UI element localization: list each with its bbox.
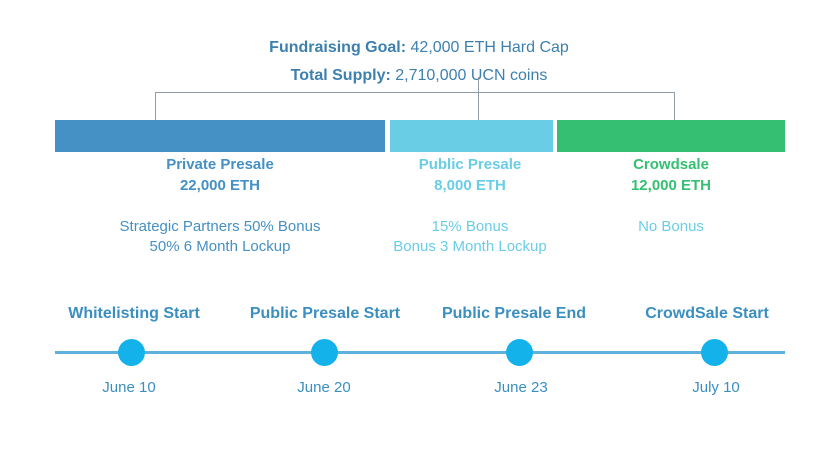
- milestone-dot: [700, 339, 728, 366]
- public-presale-name: Public Presale: [418, 156, 522, 173]
- total-supply-value: 2,710,000 UCN coins: [395, 67, 548, 84]
- milestone-title-public-presale-start: Public Presale Start: [249, 305, 401, 322]
- milestone-title-crowdsale-start: CrowdSale Start: [645, 305, 769, 322]
- public-presale-note: 15% Bonus: [431, 218, 509, 235]
- private-presale-amount: 22,000 ETH: [179, 177, 261, 194]
- private-presale-column: Private Presale 22,000 ETH Strategic Par…: [55, 155, 385, 257]
- fundraising-goal-label: Fundraising Goal:: [269, 39, 407, 56]
- private-presale-note: 50% 6 Month Lockup: [149, 238, 291, 255]
- private-presale-note: Strategic Partners 50% Bonus: [119, 218, 321, 235]
- crowdsale-amount: 12,000 ETH: [630, 177, 712, 194]
- crowdsale-name: Crowdsale: [633, 156, 709, 173]
- crowdsale-bar: [557, 120, 785, 152]
- bracket-center-drop: [478, 77, 479, 121]
- bracket-top-line: [155, 92, 675, 93]
- milestone-dot: [117, 339, 145, 366]
- milestone-title-public-presale-end: Public Presale End: [441, 305, 587, 322]
- timeline-line: [55, 351, 785, 354]
- fundraising-goal-value: 42,000 ETH Hard Cap: [410, 39, 569, 56]
- total-supply-label: Total Supply:: [290, 67, 391, 84]
- fundraising-goal: Fundraising Goal: 42,000 ETH Hard Cap: [0, 38, 838, 58]
- bracket-left-drop: [155, 92, 156, 121]
- milestone-date: June 20: [297, 379, 351, 396]
- milestone-date: June 10: [102, 379, 156, 396]
- bracket-right-drop: [674, 92, 675, 121]
- public-presale-note: Bonus 3 Month Lockup: [393, 238, 547, 255]
- private-presale-name: Private Presale: [166, 156, 274, 173]
- public-presale-column: Public Presale 8,000 ETH 15% Bonus Bonus…: [385, 155, 555, 257]
- milestone-dot: [310, 339, 338, 366]
- milestone-date: July 10: [692, 379, 740, 396]
- milestone-title-whitelisting-start: Whitelisting Start: [68, 305, 200, 322]
- milestone-date: June 23: [494, 379, 548, 396]
- public-presale-bar: [390, 120, 553, 152]
- crowdsale-column: Crowdsale 12,000 ETH No Bonus: [557, 155, 785, 237]
- milestone-dot: [505, 339, 533, 366]
- total-supply: Total Supply: 2,710,000 UCN coins: [0, 66, 838, 86]
- crowdsale-note: No Bonus: [638, 218, 704, 235]
- public-presale-amount: 8,000 ETH: [434, 177, 506, 194]
- private-presale-bar: [55, 120, 385, 152]
